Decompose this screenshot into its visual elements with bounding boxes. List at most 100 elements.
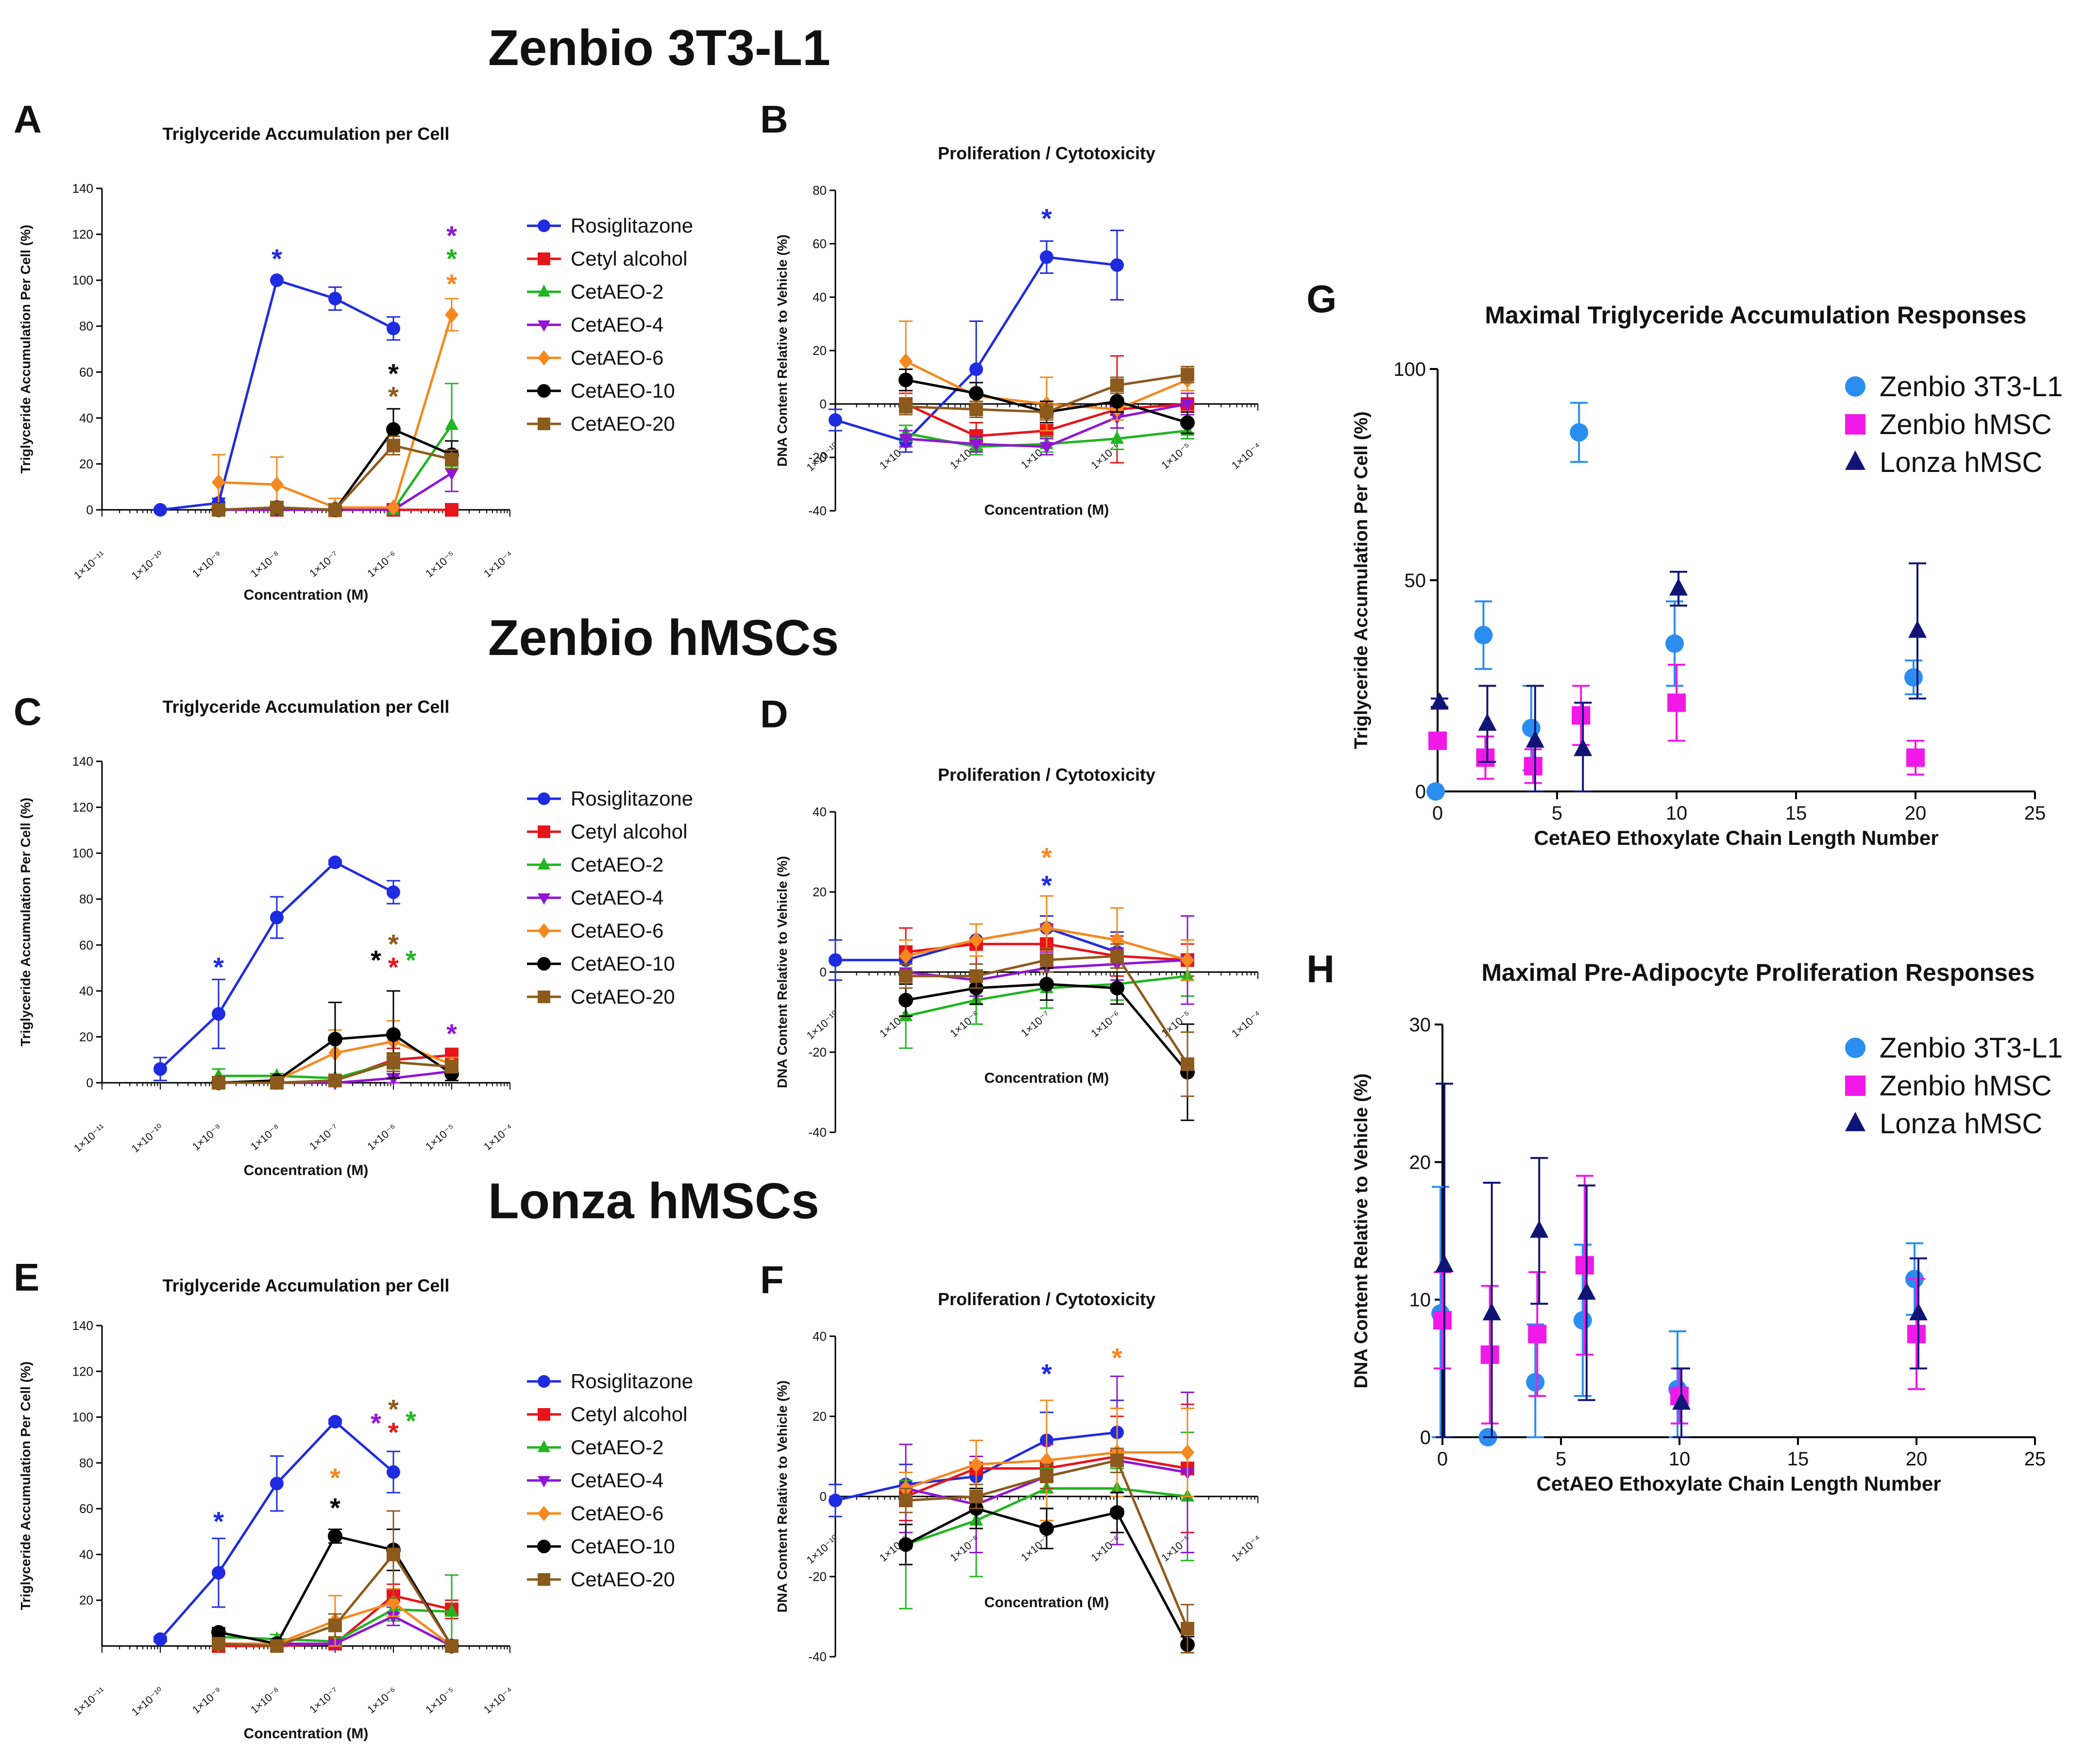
data-point: [1573, 1311, 1592, 1330]
data-point: [969, 1456, 983, 1473]
legend-label: Cetyl alcohol: [571, 247, 687, 270]
significance-asterisk: *: [1041, 870, 1052, 901]
y-tick-label: 80: [79, 319, 93, 334]
x-tick-label: 10: [1666, 803, 1688, 824]
y-tick-label: 20: [813, 885, 827, 899]
legend-label: CetAEO-20: [571, 985, 675, 1008]
data-point: [328, 856, 342, 870]
data-point: [1474, 626, 1493, 645]
series-rosiglitazone: [153, 1415, 400, 1646]
data-point: [386, 422, 401, 437]
data-point: [1530, 1220, 1549, 1238]
data-point: [969, 362, 983, 376]
x-tick-label: 1×10⁻⁹: [190, 1122, 224, 1153]
data-point: [969, 932, 983, 948]
data-point: [899, 434, 913, 446]
panel-letter-g: G: [1306, 277, 1337, 320]
data-point: [212, 1007, 225, 1021]
y-tick-label: 140: [72, 754, 93, 769]
x-tick-label: 1×10⁻⁸: [248, 549, 282, 580]
y-tick-label: 0: [820, 965, 827, 979]
y-tick-label: 60: [813, 236, 827, 251]
x-tick-label: 1×10⁻⁵: [423, 1685, 457, 1716]
data-point: [1482, 1303, 1501, 1321]
x-tick-label: 1×10⁻¹⁰: [129, 1122, 166, 1155]
legend-label: CetAEO-20: [571, 1568, 675, 1591]
legend-label: CetAEO-6: [571, 919, 663, 942]
chart-title: Proliferation / Cytotoxicity: [938, 1289, 1155, 1309]
y-axis-label: Triglyceride Accumulation Per Cell (%): [1351, 411, 1372, 749]
data-point: [1667, 693, 1686, 712]
data-point: [445, 503, 458, 517]
series-zenbio-hmsc: [1433, 1175, 1926, 1425]
y-axis-label: DNA Content Relative to Vehicle (%): [1351, 1074, 1372, 1389]
data-point: [1040, 442, 1053, 454]
data-point: [1110, 394, 1124, 409]
significance-asterisk: *: [446, 220, 457, 251]
data-point: [1480, 1345, 1499, 1364]
legend-label: CetAEO-10: [571, 379, 675, 402]
data-point: [1039, 1521, 1054, 1536]
legend-marker: [538, 418, 550, 430]
data-point: [328, 1074, 342, 1088]
series-line: [159, 1420, 394, 1640]
y-tick-label: -40: [808, 504, 827, 518]
data-point: [387, 438, 400, 453]
x-tick-label: 0: [1437, 1448, 1448, 1470]
data-point: [212, 503, 225, 517]
chart-panel-c: Triglyceride Accumulation per Cell 0 20 40 6…: [18, 697, 693, 1178]
x-tick-label: 1×10⁻⁶: [365, 549, 399, 580]
data-point: [270, 1639, 284, 1653]
y-tick-label: 40: [79, 984, 93, 998]
data-point: [898, 992, 913, 1008]
data-point: [969, 1490, 983, 1503]
x-tick-label: 1×10⁻⁹: [190, 1685, 224, 1716]
legend-label: CetAEO-20: [571, 412, 675, 435]
legend-marker: [538, 857, 550, 870]
x-axis-label: CetAEO Ethoxylate Chain Length Number: [1536, 1472, 1941, 1495]
y-tick-label: 20: [79, 1029, 93, 1044]
data-point: [899, 353, 913, 370]
data-point: [270, 501, 284, 515]
data-point: [445, 1059, 458, 1074]
data-point: [445, 468, 458, 481]
legend-marker: [538, 1408, 550, 1421]
y-tick-label: 40: [79, 411, 93, 425]
legend-marker: [538, 350, 550, 366]
data-point: [445, 417, 458, 430]
data-point: [386, 1027, 401, 1042]
x-tick-label: 1×10⁻⁷: [1018, 1008, 1052, 1040]
y-tick-label: 0: [1420, 1427, 1431, 1448]
legend-marker: [538, 1375, 550, 1388]
data-point: [1528, 1325, 1547, 1344]
data-point: [1478, 713, 1497, 731]
y-tick-label: 0: [86, 1075, 93, 1090]
data-point: [1040, 953, 1053, 967]
x-tick-label: 15: [1787, 1448, 1809, 1470]
data-point: [1110, 1453, 1124, 1467]
legend-marker: [538, 320, 550, 332]
section-title-zenbio-hmsc: Zenbio hMSCs: [488, 610, 839, 666]
chart-panel-d: Proliferation / Cytotoxicity -40 -20 0 20 40 1…: [775, 765, 1263, 1140]
y-tick-label: 100: [72, 846, 93, 860]
data-point: [153, 1632, 167, 1646]
data-point: [898, 372, 913, 387]
significance-asterisk: *: [1112, 1342, 1122, 1373]
series-cetaeo-6: [899, 1399, 1194, 1521]
legend-label: CetAEO-10: [571, 952, 675, 975]
data-point: [898, 1537, 913, 1552]
y-tick-label: 80: [813, 183, 827, 198]
panel-letter-a: A: [14, 98, 42, 141]
data-point: [969, 969, 983, 983]
series-lonza-hmsc: [1430, 562, 1927, 792]
data-point: [328, 1529, 342, 1544]
legend-label: Cetyl alcohol: [571, 820, 687, 843]
data-point: [1577, 1282, 1596, 1300]
legend-marker: [537, 1540, 551, 1553]
data-point: [270, 1477, 284, 1491]
data-point: [387, 1547, 400, 1562]
x-tick-label: 1×10⁻⁴: [481, 549, 515, 580]
data-point: [1430, 692, 1449, 710]
x-tick-label: 1×10⁻⁴: [1229, 1533, 1263, 1564]
legend-label: Zenbio hMSC: [1880, 1070, 2052, 1102]
